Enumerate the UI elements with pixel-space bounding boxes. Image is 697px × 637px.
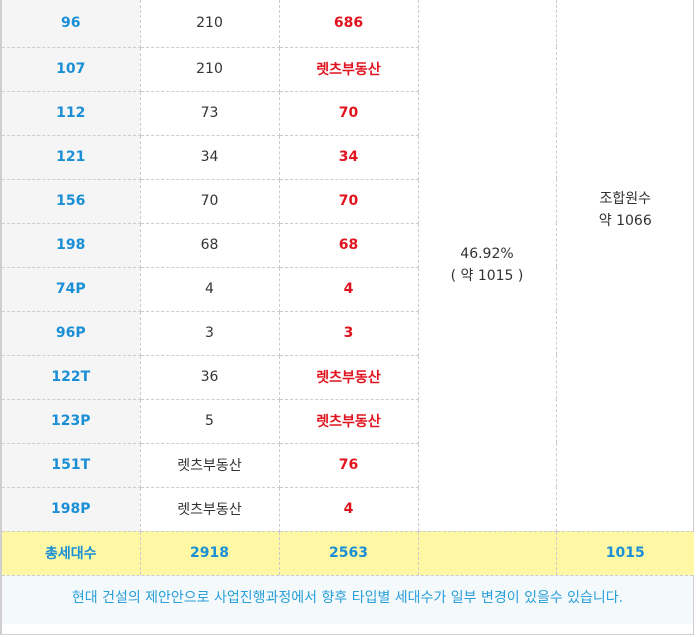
table-row: 107 210 렛츠부동산 bbox=[2, 47, 694, 92]
total-units-cell: 73 bbox=[140, 91, 280, 136]
total-label: 총세대수 bbox=[2, 531, 141, 575]
total-units-cell: 68 bbox=[140, 223, 280, 268]
sale-units-cell: 4 bbox=[279, 487, 419, 532]
total-row: 총세대수 2918 2563 1015 bbox=[2, 531, 694, 575]
total-units-cell: 3 bbox=[140, 311, 280, 356]
table-row: 122T 36 렛츠부동산 bbox=[2, 355, 694, 400]
total-units-cell: 210 bbox=[140, 0, 280, 48]
total-units-cell: 36 bbox=[140, 355, 280, 400]
sale-units-cell: 686 bbox=[279, 0, 419, 48]
table-row: 156 70 70 bbox=[2, 179, 694, 224]
sale-units-cell: 렛츠부동산 bbox=[279, 399, 419, 444]
table-row: 151T 렛츠부동산 76 bbox=[2, 443, 694, 488]
total-units-cell: 210 bbox=[140, 47, 280, 92]
sale-units-cell: 렛츠부동산 bbox=[279, 47, 419, 92]
table-row: 74P 4 4 bbox=[2, 267, 694, 312]
unit-type-cell: 198P bbox=[2, 487, 141, 532]
unit-type-cell: 123P bbox=[2, 399, 141, 444]
members-label: 조합원수 bbox=[599, 191, 652, 208]
total-units-cell: 렛츠부동산 bbox=[140, 443, 280, 488]
table-row: 123P 5 렛츠부동산 bbox=[2, 399, 694, 444]
total-units-cell: 렛츠부동산 bbox=[140, 487, 280, 532]
unit-type-cell: 112 bbox=[2, 91, 141, 136]
ratio-percent: 46.92% bbox=[460, 246, 514, 263]
members-sum: 1015 bbox=[556, 531, 694, 575]
sale-units-cell: 70 bbox=[279, 179, 419, 224]
unit-type-cell: 96P bbox=[2, 311, 141, 356]
unit-breakdown-table: 96 210 686 46.92% ( 약 1015 ) 조합원수 약 1066… bbox=[2, 0, 694, 575]
total-units-sum: 2918 bbox=[140, 531, 280, 575]
unit-type-cell: 121 bbox=[2, 135, 141, 180]
ratio-sum bbox=[418, 531, 557, 575]
members-cell: 조합원수 약 1066 bbox=[556, 0, 694, 532]
table-row: 96P 3 3 bbox=[2, 311, 694, 356]
table-body: 96 210 686 46.92% ( 약 1015 ) 조합원수 약 1066… bbox=[2, 0, 694, 575]
unit-type-cell: 96 bbox=[2, 0, 141, 48]
sale-units-sum: 2563 bbox=[279, 531, 419, 575]
total-units-cell: 5 bbox=[140, 399, 280, 444]
sale-units-cell: 70 bbox=[279, 91, 419, 136]
sale-units-cell: 3 bbox=[279, 311, 419, 356]
unit-type-cell: 151T bbox=[2, 443, 141, 488]
table-row: 121 34 34 bbox=[2, 135, 694, 180]
sale-units-cell: 68 bbox=[279, 223, 419, 268]
unit-type-cell: 74P bbox=[2, 267, 141, 312]
table-row: 112 73 70 bbox=[2, 91, 694, 136]
ratio-cell: 46.92% ( 약 1015 ) bbox=[418, 0, 557, 532]
sale-units-cell: 76 bbox=[279, 443, 419, 488]
footnote: 현대 건설의 제안안으로 사업진행과정에서 향후 타입별 세대수가 일부 변경이… bbox=[2, 575, 693, 624]
unit-type-cell: 198 bbox=[2, 223, 141, 268]
total-units-cell: 34 bbox=[140, 135, 280, 180]
ratio-approx: ( 약 1015 ) bbox=[450, 268, 524, 285]
sale-units-cell: 4 bbox=[279, 267, 419, 312]
table-row: 198 68 68 bbox=[2, 223, 694, 268]
unit-type-cell: 156 bbox=[2, 179, 141, 224]
total-units-cell: 4 bbox=[140, 267, 280, 312]
sale-units-cell: 렛츠부동산 bbox=[279, 355, 419, 400]
table-row: 96 210 686 46.92% ( 약 1015 ) 조합원수 약 1066 bbox=[2, 0, 694, 532]
unit-type-cell: 122T bbox=[2, 355, 141, 400]
members-count: 약 1066 bbox=[598, 213, 652, 230]
unit-type-cell: 107 bbox=[2, 47, 141, 92]
sale-units-cell: 34 bbox=[279, 135, 419, 180]
total-units-cell: 70 bbox=[140, 179, 280, 224]
table-row: 198P 렛츠부동산 4 bbox=[2, 487, 694, 532]
